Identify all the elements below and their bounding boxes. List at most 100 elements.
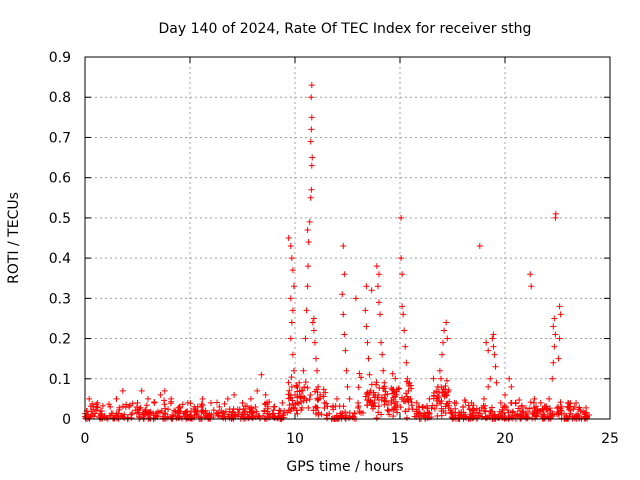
x-tick-label: 15 [391,431,409,447]
data-point [510,408,517,415]
data-point [567,410,574,417]
data-point [89,412,96,419]
data-point [143,402,150,409]
data-point [289,351,296,358]
data-point [355,384,362,391]
data-point [320,386,327,393]
data-point [143,410,150,417]
data-point [557,407,564,414]
data-point [126,403,133,410]
data-point [262,391,269,398]
data-point [451,399,458,406]
data-point [98,411,105,418]
data-point [442,410,449,417]
data-point [86,395,93,402]
data-point [290,283,297,290]
data-point [531,395,538,402]
data-point [369,399,376,406]
data-point [343,367,350,374]
data-point [128,414,135,421]
data-point [438,408,445,415]
data-point [365,355,372,362]
data-point [87,403,94,410]
data-point [288,319,295,326]
data-point [342,347,349,354]
data-point [90,403,97,410]
data-point [527,271,534,278]
data-point [271,403,277,410]
data-point [321,399,328,406]
data-point [308,82,315,89]
data-point [224,395,231,402]
data-point [390,413,397,420]
data-point [176,403,183,410]
data-point [381,379,388,386]
data-point [445,388,452,395]
data-point [381,398,388,405]
data-point [485,383,492,390]
data-point [463,414,470,421]
data-point [329,415,336,422]
data-point [403,378,410,385]
data-point [504,407,511,414]
data-point [500,404,507,411]
data-point [525,409,532,416]
data-point [222,408,229,415]
data-point [561,411,568,418]
data-point [429,402,436,409]
data-point [433,388,440,395]
data-point [315,396,322,403]
data-point [514,411,521,418]
data-point [508,383,515,390]
x-tick-label: 0 [81,431,90,447]
data-point [184,408,191,415]
data-point [198,409,205,416]
data-point [341,331,348,338]
tick-layer [84,56,611,420]
data-point [550,359,557,366]
data-point [266,399,273,406]
data-point [304,283,311,290]
data-point [315,383,322,390]
data-point [393,386,400,393]
data-point [398,214,405,221]
data-point [252,403,259,410]
y-tick-label: 0.9 [49,50,71,66]
data-point [214,399,221,406]
data-point [402,408,409,415]
x-tick-label: 5 [186,431,195,447]
data-point [255,413,262,420]
data-point [241,408,248,415]
data-point [287,295,294,302]
data-point [555,355,562,362]
data-point [420,403,427,410]
data-point [161,397,168,404]
data-point [132,407,139,414]
data-point [298,406,305,413]
data-point [313,386,320,393]
data-point [452,405,459,412]
data-point [499,406,506,413]
data-point [157,391,164,398]
data-point [121,415,128,422]
data-point [301,383,308,390]
data-point [555,411,562,418]
data-point [308,186,315,193]
data-point [392,403,399,410]
data-point [549,375,556,382]
data-point [516,396,523,403]
data-point [345,414,352,421]
data-point [305,404,312,411]
data-point [422,412,429,419]
data-point [314,395,321,402]
data-point [546,410,553,417]
data-point [322,389,329,396]
data-point [382,391,389,398]
data-point [101,413,108,420]
data-point [107,412,114,419]
data-point [294,410,301,417]
data-point [304,384,311,391]
data-point [321,405,328,412]
data-point [105,401,112,408]
data-point [436,367,443,374]
